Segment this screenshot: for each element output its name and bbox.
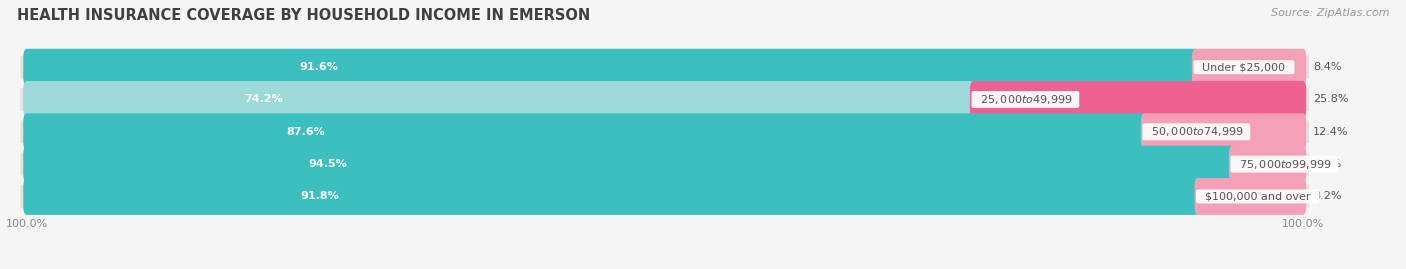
FancyBboxPatch shape <box>24 81 977 118</box>
Text: 74.2%: 74.2% <box>245 94 283 104</box>
FancyBboxPatch shape <box>24 178 1202 215</box>
Text: 87.6%: 87.6% <box>287 127 326 137</box>
FancyBboxPatch shape <box>970 81 1306 118</box>
FancyBboxPatch shape <box>24 146 1236 183</box>
FancyBboxPatch shape <box>1192 49 1306 86</box>
Text: $25,000 to $49,999: $25,000 to $49,999 <box>973 93 1077 106</box>
FancyBboxPatch shape <box>1229 146 1306 183</box>
Text: $75,000 to $99,999: $75,000 to $99,999 <box>1233 158 1336 171</box>
Text: Source: ZipAtlas.com: Source: ZipAtlas.com <box>1271 8 1389 18</box>
Text: $50,000 to $74,999: $50,000 to $74,999 <box>1144 125 1249 138</box>
Text: 12.4%: 12.4% <box>1313 127 1348 137</box>
Text: 5.5%: 5.5% <box>1313 159 1341 169</box>
Text: 8.4%: 8.4% <box>1313 62 1341 72</box>
FancyBboxPatch shape <box>24 114 1149 150</box>
Text: 25.8%: 25.8% <box>1313 94 1348 104</box>
FancyBboxPatch shape <box>21 88 1309 111</box>
FancyBboxPatch shape <box>21 56 1309 79</box>
Text: HEALTH INSURANCE COVERAGE BY HOUSEHOLD INCOME IN EMERSON: HEALTH INSURANCE COVERAGE BY HOUSEHOLD I… <box>17 8 591 23</box>
Text: 91.8%: 91.8% <box>301 192 339 201</box>
FancyBboxPatch shape <box>24 49 1199 86</box>
Text: 8.2%: 8.2% <box>1313 192 1341 201</box>
FancyBboxPatch shape <box>21 185 1309 208</box>
Text: 94.5%: 94.5% <box>309 159 347 169</box>
FancyBboxPatch shape <box>21 121 1309 143</box>
Text: 91.6%: 91.6% <box>299 62 339 72</box>
Text: $100,000 and over: $100,000 and over <box>1198 192 1317 201</box>
FancyBboxPatch shape <box>1195 178 1306 215</box>
FancyBboxPatch shape <box>1140 114 1306 150</box>
Text: Under $25,000: Under $25,000 <box>1195 62 1292 72</box>
FancyBboxPatch shape <box>21 153 1309 175</box>
